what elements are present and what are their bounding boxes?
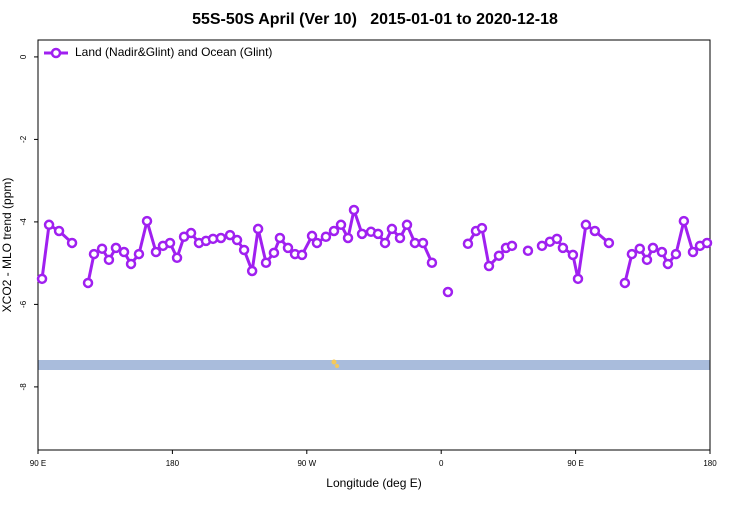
legend-marker (50, 47, 62, 59)
data-point (656, 246, 668, 258)
data-point (619, 277, 631, 289)
data-point (282, 242, 294, 254)
x-tick-label: 90 W (297, 459, 316, 468)
surface-strip (38, 360, 710, 370)
data-point (572, 273, 584, 285)
data-point (335, 219, 347, 231)
y-tick-label: -2 (19, 135, 28, 143)
data-point (641, 254, 653, 266)
data-point (386, 223, 398, 235)
data-point (133, 248, 145, 260)
data-point (215, 232, 227, 244)
data-point (268, 247, 280, 259)
x-tick-label: 0 (439, 459, 444, 468)
data-point (647, 242, 659, 254)
data-point (557, 242, 569, 254)
chart-title: 55S-50S April (Ver 10) 2015-01-01 to 202… (192, 11, 558, 28)
y-tick-label: -6 (19, 300, 28, 308)
data-point (231, 234, 243, 246)
data-point (662, 258, 674, 270)
data-point (43, 219, 55, 231)
surface-feature (335, 364, 339, 368)
data-point (125, 258, 137, 270)
data-point (476, 222, 488, 234)
data-point (246, 265, 258, 277)
data-point (36, 273, 48, 285)
x-axis-label: Longitude (deg E) (326, 476, 421, 490)
data-point (306, 230, 318, 242)
data-point (141, 215, 153, 227)
data-point (238, 244, 250, 256)
data-point (252, 223, 264, 235)
data-point (379, 237, 391, 249)
data-point (88, 248, 100, 260)
data-point (342, 232, 354, 244)
data-point (110, 242, 122, 254)
data-point (426, 257, 438, 268)
data-point (634, 243, 646, 254)
data-point (678, 215, 690, 227)
data-point (522, 245, 534, 257)
data-point (567, 249, 579, 261)
data-point (53, 225, 65, 237)
data-point (328, 225, 340, 237)
data-point (150, 246, 162, 258)
data-point (589, 225, 601, 237)
data-point (274, 232, 286, 244)
data-point (185, 227, 197, 239)
data-point (670, 248, 682, 260)
data-point (320, 231, 332, 243)
x-tick-label: 90 E (30, 459, 46, 468)
data-point (417, 237, 429, 249)
data-point (118, 246, 130, 258)
data-point (96, 243, 108, 254)
surface-feature (331, 359, 337, 365)
data-point (580, 219, 592, 231)
y-tick-label: 0 (19, 54, 28, 59)
x-tick-label: 90 E (567, 459, 583, 468)
data-point (687, 246, 699, 258)
data-point (66, 237, 78, 249)
data-point (603, 237, 615, 249)
data-point (372, 228, 384, 240)
data-point (409, 237, 421, 249)
data-point (348, 204, 360, 216)
data-point (536, 240, 548, 252)
data-point (171, 252, 183, 264)
data-point (701, 237, 713, 249)
data-point (82, 277, 94, 289)
data-point (483, 260, 495, 272)
data-point (462, 238, 474, 250)
y-tick-label: -4 (19, 218, 28, 226)
x-tick-label: 180 (166, 459, 180, 468)
data-point (401, 219, 413, 231)
legend-label: Land (Nadir&Glint) and Ocean (Glint) (75, 45, 272, 59)
data-point (260, 257, 272, 268)
data-point (296, 249, 308, 261)
y-tick-label: -8 (19, 383, 28, 391)
x-tick-label: 180 (703, 459, 717, 468)
y-axis-label: XCO2 - MLO trend (ppm) (0, 178, 14, 313)
data-point (103, 254, 115, 266)
data-point (626, 248, 638, 260)
data-point (551, 233, 563, 245)
data-point (164, 237, 176, 249)
data-point (442, 286, 454, 298)
data-point (394, 232, 406, 244)
data-point (311, 237, 323, 249)
data-point (493, 250, 505, 261)
data-point (356, 228, 368, 240)
data-point (506, 240, 518, 252)
data-point (224, 229, 236, 241)
